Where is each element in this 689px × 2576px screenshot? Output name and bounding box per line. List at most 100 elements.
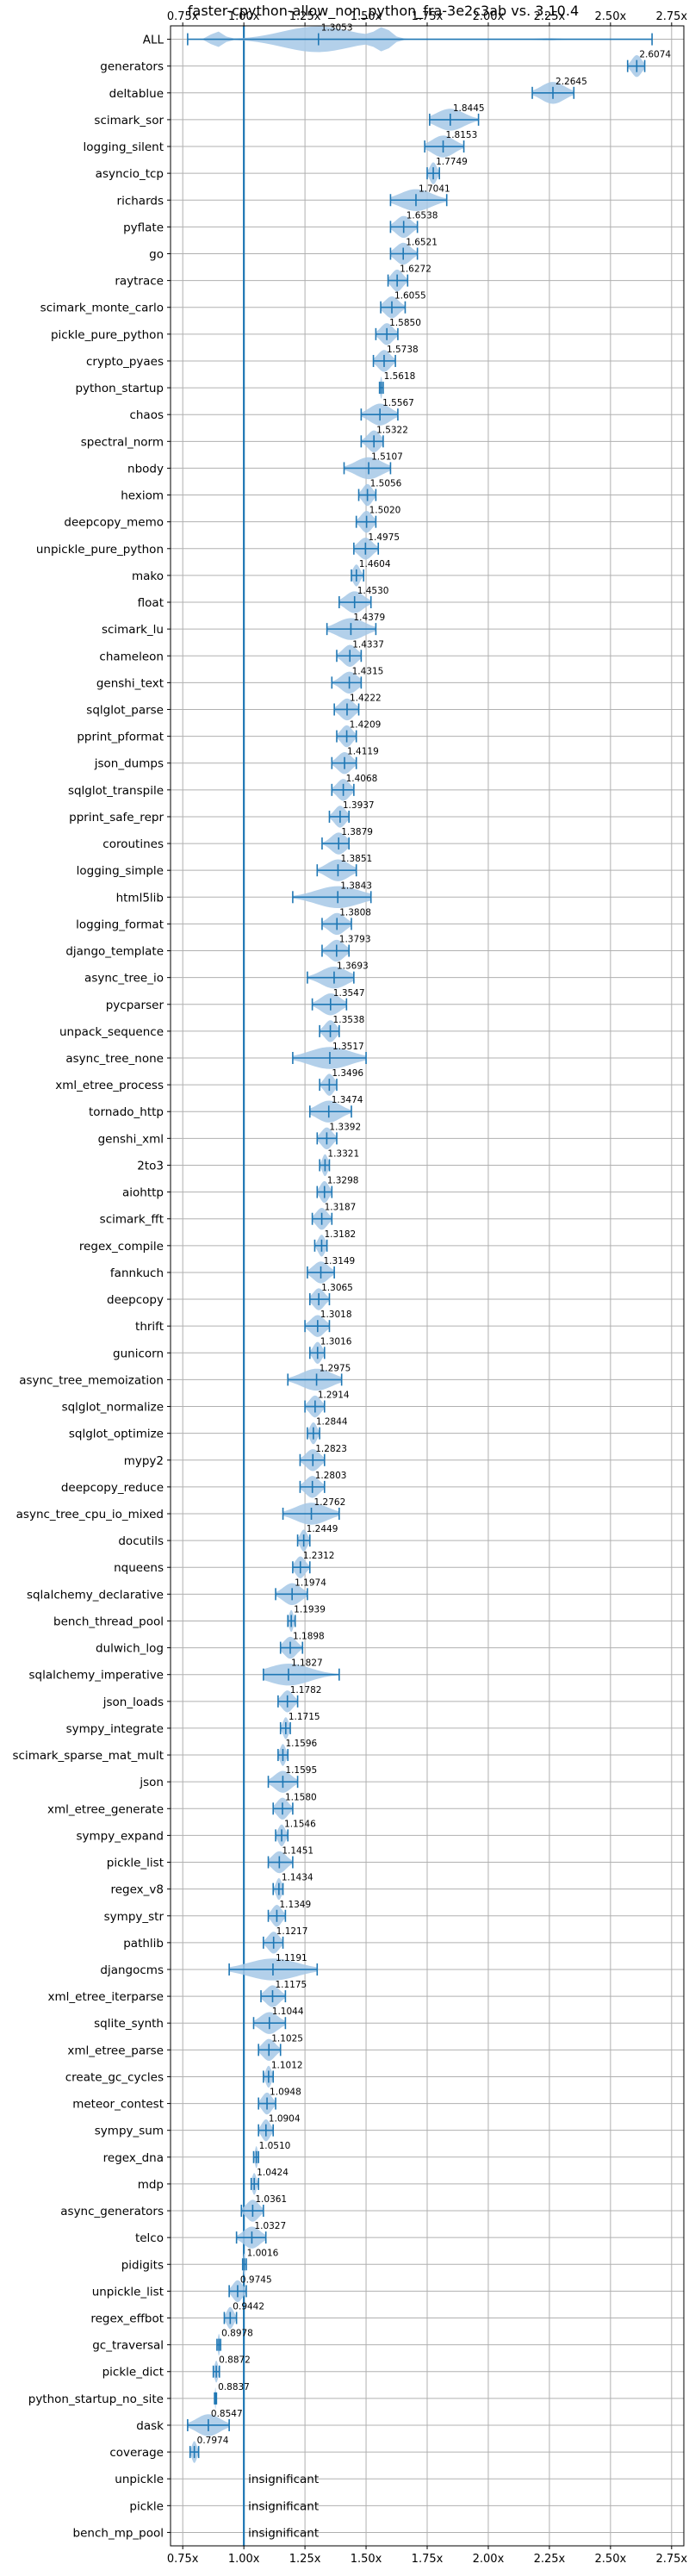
x-tick-label-top: 1.75x bbox=[412, 10, 444, 23]
benchmark-label: chaos bbox=[129, 408, 164, 422]
benchmark-label: sqlglot_parse bbox=[86, 703, 164, 717]
benchmark-label: scimark_fft bbox=[100, 1213, 164, 1227]
benchmark-label: sympy_expand bbox=[76, 1829, 164, 1843]
value-label: 1.3547 bbox=[333, 988, 365, 999]
value-label: 1.8153 bbox=[446, 130, 478, 140]
value-label: 1.0510 bbox=[259, 2141, 291, 2151]
value-label: 1.2312 bbox=[303, 1551, 335, 1561]
axis-layer: 0.75x 0.75x 1.00x 1.00x 1.25x 1.25x 1.50x 1.50x… bbox=[13, 10, 688, 2566]
benchmark-label: sympy_sum bbox=[95, 2125, 164, 2138]
value-label: 0.8872 bbox=[219, 2355, 251, 2366]
benchmark-label: fannkuch bbox=[110, 1266, 164, 1280]
value-label: 1.3187 bbox=[325, 1203, 357, 1213]
benchmark-label: create_gc_cycles bbox=[65, 2070, 164, 2084]
benchmark-label: sqlalchemy_declarative bbox=[27, 1588, 164, 1602]
value-label: 1.3843 bbox=[340, 880, 372, 891]
benchmark-label: mypy2 bbox=[124, 1454, 164, 1468]
value-label: 1.1939 bbox=[294, 1604, 326, 1615]
value-label: 1.0424 bbox=[257, 2168, 289, 2178]
value-label: 1.0327 bbox=[254, 2221, 286, 2231]
value-label: 1.3016 bbox=[320, 1336, 352, 1347]
benchmark-label: xml_etree_process bbox=[55, 1079, 164, 1092]
benchmark-label: async_tree_none bbox=[65, 1052, 164, 1066]
benchmark-label: gunicorn bbox=[113, 1347, 164, 1360]
benchmark-label: ALL bbox=[143, 34, 164, 47]
value-label: 1.4379 bbox=[353, 613, 385, 623]
benchmark-label: async_generators bbox=[60, 2205, 164, 2218]
value-label: 1.3149 bbox=[324, 1256, 356, 1266]
benchmark-label: nqueens bbox=[114, 1561, 164, 1575]
benchmark-label: deepcopy bbox=[107, 1293, 164, 1307]
value-label: 1.1349 bbox=[279, 1900, 311, 1910]
value-label: 1.4604 bbox=[359, 559, 391, 569]
value-label: 1.1580 bbox=[285, 1792, 317, 1802]
value-label: 1.2975 bbox=[320, 1363, 351, 1373]
value-label: 1.4119 bbox=[347, 747, 379, 757]
benchmark-label: sympy_str bbox=[104, 1910, 164, 1924]
benchmark-label: go bbox=[149, 247, 164, 261]
value-label: 1.4209 bbox=[350, 720, 382, 731]
benchmark-label: regex_effbot bbox=[90, 2312, 164, 2326]
benchmark-label: sympy_integrate bbox=[66, 1722, 164, 1736]
value-label: 1.3517 bbox=[332, 1042, 364, 1052]
x-tick-label-bottom: 2.75x bbox=[655, 2553, 687, 2566]
benchmark-label: unpickle bbox=[115, 2473, 164, 2486]
benchmark-label: mako bbox=[132, 569, 164, 583]
benchmark-label: scimark_lu bbox=[102, 623, 164, 637]
x-tick-label-top: 2.75x bbox=[655, 10, 687, 23]
benchmark-label: async_tree_io bbox=[84, 972, 164, 986]
value-label: 1.3182 bbox=[324, 1229, 356, 1240]
benchmark-label: crypto_pyaes bbox=[86, 355, 164, 369]
value-label: 0.9442 bbox=[233, 2302, 264, 2312]
value-label: 1.2803 bbox=[315, 1471, 347, 1481]
benchmark-label: scimark_sparse_mat_mult bbox=[13, 1749, 164, 1763]
benchmark-label: deepcopy_reduce bbox=[61, 1481, 164, 1495]
benchmark-label: pickle_pure_python bbox=[51, 328, 164, 342]
benchmark-label: tornado_http bbox=[89, 1105, 164, 1119]
value-label: 1.1175 bbox=[275, 1980, 307, 1990]
insignificant-label: insignificant bbox=[248, 2526, 319, 2540]
benchmark-label: pidigits bbox=[121, 2258, 164, 2272]
value-label: 1.1012 bbox=[271, 2060, 303, 2070]
x-tick-label-top: 2.25x bbox=[534, 10, 566, 23]
value-label: 1.5850 bbox=[389, 318, 421, 328]
label-layer: 1.3053 2.6074 2.2645 1.8445 1.8153 1.7749 1.70… bbox=[197, 23, 672, 2541]
benchmark-label: spectral_norm bbox=[81, 435, 164, 449]
benchmark-label: coroutines bbox=[102, 837, 164, 851]
benchmark-label: meteor_contest bbox=[72, 2098, 164, 2112]
x-tick-label-top: 2.00x bbox=[473, 10, 505, 23]
value-label: 1.1434 bbox=[282, 1873, 313, 1883]
benchmark-label: chameleon bbox=[99, 650, 164, 663]
value-label: 1.1217 bbox=[276, 1926, 308, 1937]
value-label: 1.3879 bbox=[341, 827, 373, 837]
insignificant-label: insignificant bbox=[248, 2473, 319, 2486]
value-label: 1.1451 bbox=[282, 1846, 313, 1857]
value-label: 1.1596 bbox=[285, 1739, 317, 1749]
benchmark-label: 2to3 bbox=[137, 1159, 164, 1173]
benchmark-label: hexiom bbox=[121, 489, 164, 503]
grid-layer bbox=[171, 26, 684, 2546]
value-label: 1.1974 bbox=[295, 1577, 326, 1588]
value-label: 1.3298 bbox=[327, 1176, 359, 1186]
benchmark-label: pickle_list bbox=[107, 1857, 164, 1870]
benchmark-label: html5lib bbox=[116, 891, 164, 905]
value-label: 1.0016 bbox=[247, 2248, 279, 2258]
value-label: 1.5567 bbox=[382, 398, 414, 408]
value-label: 1.0904 bbox=[269, 2114, 301, 2125]
benchmark-label: richards bbox=[117, 194, 164, 208]
value-label: 0.7974 bbox=[197, 2436, 229, 2446]
benchmark-label: asyncio_tcp bbox=[96, 167, 164, 181]
benchmark-label: xml_etree_parse bbox=[67, 2044, 164, 2057]
value-label: 1.3538 bbox=[333, 1015, 365, 1025]
x-tick-label-bottom: 2.25x bbox=[534, 2553, 566, 2566]
benchmark-label: logging_format bbox=[76, 918, 164, 931]
value-label: 1.3053 bbox=[321, 23, 353, 34]
benchmark-label: genshi_text bbox=[96, 676, 164, 690]
value-label: 2.6074 bbox=[639, 50, 671, 60]
benchmark-label: docutils bbox=[118, 1534, 164, 1548]
benchmark-label: pyflate bbox=[123, 221, 164, 234]
x-tick-label-top: 1.25x bbox=[289, 10, 321, 23]
value-label: 1.4975 bbox=[368, 532, 400, 543]
value-label: 1.2914 bbox=[318, 1391, 350, 1401]
